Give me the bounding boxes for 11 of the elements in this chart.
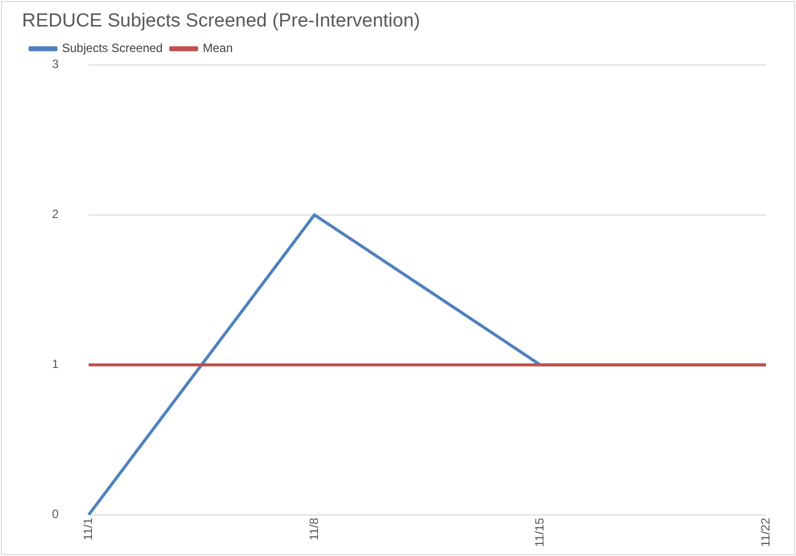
y-tick-label: 2 xyxy=(52,207,59,222)
y-tick-label: 1 xyxy=(52,357,59,372)
legend-label: Mean xyxy=(202,41,233,56)
x-tick-label: 11/15 xyxy=(532,518,547,547)
x-tick-label: 11/22 xyxy=(758,518,772,547)
chart-title: REDUCE Subjects Screened (Pre-Intervention) xyxy=(22,10,420,32)
x-tick-label: 11/1 xyxy=(80,518,95,540)
x-tick-label: 11/8 xyxy=(306,518,321,540)
y-tick-label: 0 xyxy=(52,507,59,522)
y-tick-label: 3 xyxy=(52,57,59,72)
legend-label: Subjects Screened xyxy=(62,41,163,56)
